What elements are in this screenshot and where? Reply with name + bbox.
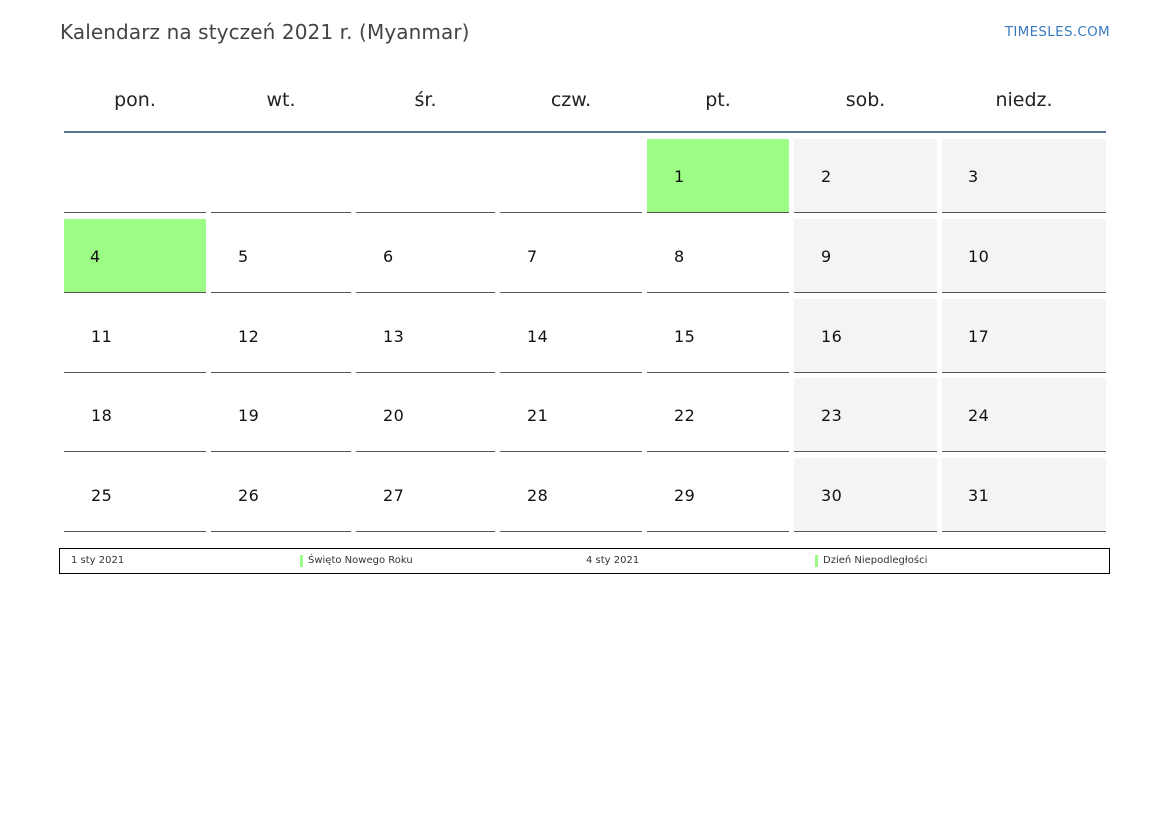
legend-holiday-name: Święto Nowego Roku — [308, 555, 413, 566]
day-number: 12 — [238, 327, 260, 346]
weekday-header-row: pon. wt. śr. czw. pt. sob. niedz. — [0, 86, 1169, 114]
day-number: 24 — [968, 406, 990, 425]
legend-holiday-name: Dzień Niepodległości — [823, 555, 928, 566]
day-number: 11 — [91, 327, 113, 346]
day-cell: 16 — [794, 299, 937, 373]
day-cell: 7 — [500, 219, 642, 293]
holiday-marker-icon — [815, 555, 818, 567]
day-number: 4 — [90, 247, 101, 266]
day-number: 31 — [968, 486, 990, 505]
day-cell: 13 — [356, 299, 495, 373]
day-number: 15 — [674, 327, 696, 346]
day-number: 3 — [968, 167, 979, 186]
day-number: 19 — [238, 406, 260, 425]
day-cell: 23 — [794, 378, 937, 452]
empty-day-cell — [356, 139, 495, 213]
day-number: 25 — [91, 486, 113, 505]
day-cell: 9 — [794, 219, 937, 293]
day-cell: 19 — [211, 378, 351, 452]
weekday-label: sob. — [845, 89, 886, 111]
page-title: Kalendarz na styczeń 2021 r. (Myanmar) — [60, 20, 470, 44]
day-cell: 17 — [942, 299, 1106, 373]
day-number: 7 — [527, 247, 538, 266]
weekday-label: wt. — [266, 89, 296, 111]
day-number: 17 — [968, 327, 990, 346]
day-cell: 12 — [211, 299, 351, 373]
day-number: 23 — [821, 406, 843, 425]
empty-day-cell — [500, 139, 642, 213]
day-cell: 2 — [794, 139, 937, 213]
day-cell: 6 — [356, 219, 495, 293]
holiday-legend: 1 sty 2021 Święto Nowego Roku 4 sty 2021… — [59, 548, 1110, 574]
day-cell: 8 — [647, 219, 789, 293]
weekday-label: czw. — [550, 89, 592, 111]
empty-day-cell — [64, 139, 206, 213]
day-number: 28 — [527, 486, 549, 505]
header-divider — [64, 131, 1106, 133]
day-cell: 14 — [500, 299, 642, 373]
legend-date: 4 sty 2021 — [586, 555, 640, 566]
day-cell: 1 — [647, 139, 789, 213]
day-cell: 31 — [942, 458, 1106, 532]
day-number: 22 — [674, 406, 696, 425]
day-cell: 18 — [64, 378, 206, 452]
day-number: 16 — [821, 327, 843, 346]
day-number: 21 — [527, 406, 549, 425]
holiday-marker-icon — [300, 555, 303, 567]
day-number: 29 — [674, 486, 696, 505]
day-cell: 27 — [356, 458, 495, 532]
day-number: 1 — [674, 167, 685, 186]
day-number: 14 — [527, 327, 549, 346]
day-cell: 11 — [64, 299, 206, 373]
day-cell: 15 — [647, 299, 789, 373]
weekday-label: pon. — [114, 89, 156, 111]
day-number: 2 — [821, 167, 832, 186]
day-cell: 20 — [356, 378, 495, 452]
day-number: 30 — [821, 486, 843, 505]
day-cell: 28 — [500, 458, 642, 532]
day-cell: 30 — [794, 458, 937, 532]
weekday-label: śr. — [414, 89, 437, 111]
day-cell: 3 — [942, 139, 1106, 213]
empty-day-cell — [211, 139, 351, 213]
day-cell: 5 — [211, 219, 351, 293]
day-cell: 24 — [942, 378, 1106, 452]
site-link[interactable]: TIMESLES.COM — [1004, 24, 1110, 40]
day-number: 27 — [383, 486, 405, 505]
day-cell: 21 — [500, 378, 642, 452]
day-number: 26 — [238, 486, 260, 505]
day-cell: 10 — [942, 219, 1106, 293]
day-cell: 25 — [64, 458, 206, 532]
day-cell: 4 — [64, 219, 206, 293]
legend-date: 1 sty 2021 — [71, 555, 125, 566]
day-cell: 22 — [647, 378, 789, 452]
weekday-label: niedz. — [995, 89, 1053, 111]
day-number: 20 — [383, 406, 405, 425]
day-number: 5 — [238, 247, 249, 266]
day-number: 9 — [821, 247, 832, 266]
day-number: 6 — [383, 247, 394, 266]
day-cell: 29 — [647, 458, 789, 532]
weekday-label: pt. — [705, 89, 731, 111]
day-number: 10 — [968, 247, 990, 266]
day-number: 8 — [674, 247, 685, 266]
day-number: 13 — [383, 327, 405, 346]
day-number: 18 — [91, 406, 113, 425]
day-cell: 26 — [211, 458, 351, 532]
